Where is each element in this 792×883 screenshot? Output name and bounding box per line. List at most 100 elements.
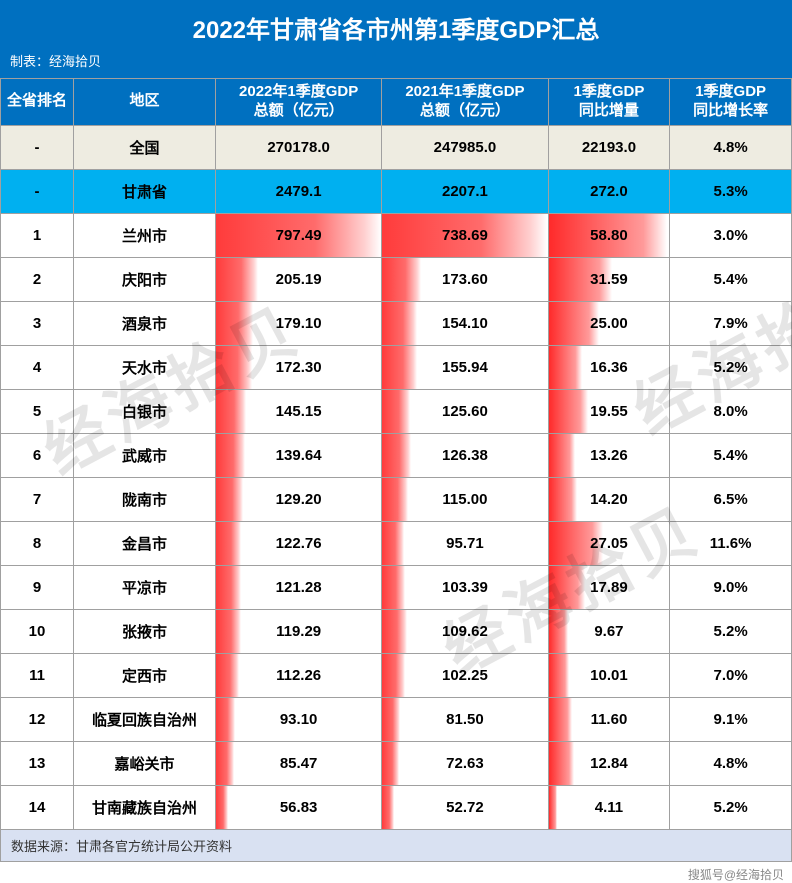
- cell-gdp2021: 154.10: [382, 301, 548, 345]
- table-row: 14甘南藏族自治州56.8352.724.115.2%: [1, 785, 792, 829]
- cell-gdp2022: 85.47: [215, 741, 381, 785]
- table-row: 8金昌市122.7695.7127.0511.6%: [1, 521, 792, 565]
- cell-gdp2022: 122.76: [215, 521, 381, 565]
- col-gdp2022: 2022年1季度GDP总额（亿元）: [215, 79, 381, 126]
- cell-rate: 4.8%: [670, 125, 792, 169]
- cell-rank: 6: [1, 433, 74, 477]
- summary-row: -甘肃省2479.12207.1272.05.3%: [1, 169, 792, 213]
- cell-rate: 3.0%: [670, 213, 792, 257]
- cell-region: 庆阳市: [74, 257, 216, 301]
- cell-region: 白银市: [74, 389, 216, 433]
- cell-region: 天水市: [74, 345, 216, 389]
- cell-region: 张掖市: [74, 609, 216, 653]
- col-region: 地区: [74, 79, 216, 126]
- cell-region: 平凉市: [74, 565, 216, 609]
- cell-rate: 5.3%: [670, 169, 792, 213]
- cell-rank: 4: [1, 345, 74, 389]
- cell-gdp2022: 121.28: [215, 565, 381, 609]
- table-row: 1兰州市797.49738.6958.803.0%: [1, 213, 792, 257]
- cell-increase: 9.67: [548, 609, 670, 653]
- cell-g21: 2207.1: [382, 169, 548, 213]
- cell-rate: 7.0%: [670, 653, 792, 697]
- cell-gdp2021: 173.60: [382, 257, 548, 301]
- cell-increase: 14.20: [548, 477, 670, 521]
- col-gdp2021: 2021年1季度GDP总额（亿元）: [382, 79, 548, 126]
- cell-rank: 5: [1, 389, 74, 433]
- cell-gdp2021: 72.63: [382, 741, 548, 785]
- cell-gdp2021: 125.60: [382, 389, 548, 433]
- cell-increase: 16.36: [548, 345, 670, 389]
- gdp-table: 全省排名 地区 2022年1季度GDP总额（亿元） 2021年1季度GDP总额（…: [0, 78, 792, 830]
- cell-gdp2022: 797.49: [215, 213, 381, 257]
- cell-rank: 10: [1, 609, 74, 653]
- cell-rank: 13: [1, 741, 74, 785]
- table-row: 6武威市139.64126.3813.265.4%: [1, 433, 792, 477]
- cell-region: 甘肃省: [74, 169, 216, 213]
- cell-gdp2021: 81.50: [382, 697, 548, 741]
- main-title: 2022年甘肃省各市州第1季度GDP汇总: [0, 10, 792, 45]
- cell-region: 酒泉市: [74, 301, 216, 345]
- cell-gdp2022: 139.64: [215, 433, 381, 477]
- cell-rate: 9.0%: [670, 565, 792, 609]
- subtitle-credit: 制表：经海拾贝: [0, 45, 792, 74]
- cell-increase: 13.26: [548, 433, 670, 477]
- table-row: 13嘉峪关市85.4772.6312.844.8%: [1, 741, 792, 785]
- cell-gdp2021: 738.69: [382, 213, 548, 257]
- table-row: 5白银市145.15125.6019.558.0%: [1, 389, 792, 433]
- cell-increase: 19.55: [548, 389, 670, 433]
- cell-rate: 9.1%: [670, 697, 792, 741]
- col-increase: 1季度GDP同比增量: [548, 79, 670, 126]
- cell-region: 陇南市: [74, 477, 216, 521]
- cell-region: 定西市: [74, 653, 216, 697]
- table-row: 2庆阳市205.19173.6031.595.4%: [1, 257, 792, 301]
- cell-inc: 272.0: [548, 169, 670, 213]
- cell-rank: 2: [1, 257, 74, 301]
- table-row: 10张掖市119.29109.629.675.2%: [1, 609, 792, 653]
- cell-region: 武威市: [74, 433, 216, 477]
- cell-rate: 5.4%: [670, 433, 792, 477]
- table-row: 11定西市112.26102.2510.017.0%: [1, 653, 792, 697]
- cell-rate: 5.4%: [670, 257, 792, 301]
- cell-increase: 31.59: [548, 257, 670, 301]
- cell-rate: 6.5%: [670, 477, 792, 521]
- cell-increase: 12.84: [548, 741, 670, 785]
- cell-gdp2021: 115.00: [382, 477, 548, 521]
- cell-g22: 2479.1: [215, 169, 381, 213]
- cell-gdp2021: 95.71: [382, 521, 548, 565]
- table-row: 7陇南市129.20115.0014.206.5%: [1, 477, 792, 521]
- table-row: 4天水市172.30155.9416.365.2%: [1, 345, 792, 389]
- cell-gdp2022: 129.20: [215, 477, 381, 521]
- cell-increase: 11.60: [548, 697, 670, 741]
- table-row: 3酒泉市179.10154.1025.007.9%: [1, 301, 792, 345]
- cell-gdp2022: 145.15: [215, 389, 381, 433]
- cell-gdp2022: 93.10: [215, 697, 381, 741]
- cell-region: 金昌市: [74, 521, 216, 565]
- cell-g22: 270178.0: [215, 125, 381, 169]
- table-row: 9平凉市121.28103.3917.899.0%: [1, 565, 792, 609]
- cell-increase: 10.01: [548, 653, 670, 697]
- cell-inc: 22193.0: [548, 125, 670, 169]
- cell-g21: 247985.0: [382, 125, 548, 169]
- cell-rank: 1: [1, 213, 74, 257]
- cell-gdp2022: 112.26: [215, 653, 381, 697]
- cell-gdp2021: 109.62: [382, 609, 548, 653]
- cell-region: 临夏回族自治州: [74, 697, 216, 741]
- title-bar: 2022年甘肃省各市州第1季度GDP汇总 制表：经海拾贝: [0, 0, 792, 78]
- cell-gdp2022: 119.29: [215, 609, 381, 653]
- cell-rank: 9: [1, 565, 74, 609]
- cell-gdp2021: 102.25: [382, 653, 548, 697]
- header-row: 全省排名 地区 2022年1季度GDP总额（亿元） 2021年1季度GDP总额（…: [1, 79, 792, 126]
- cell-rank: 12: [1, 697, 74, 741]
- cell-increase: 25.00: [548, 301, 670, 345]
- cell-increase: 4.11: [548, 785, 670, 829]
- cell-rank: -: [1, 169, 74, 213]
- cell-region: 兰州市: [74, 213, 216, 257]
- cell-rate: 7.9%: [670, 301, 792, 345]
- cell-rank: 14: [1, 785, 74, 829]
- cell-gdp2021: 103.39: [382, 565, 548, 609]
- cell-gdp2021: 155.94: [382, 345, 548, 389]
- cell-gdp2022: 172.30: [215, 345, 381, 389]
- table-container: 2022年甘肃省各市州第1季度GDP汇总 制表：经海拾贝 全省排名 地区 202…: [0, 0, 792, 883]
- cell-rate: 8.0%: [670, 389, 792, 433]
- cell-rate: 5.2%: [670, 609, 792, 653]
